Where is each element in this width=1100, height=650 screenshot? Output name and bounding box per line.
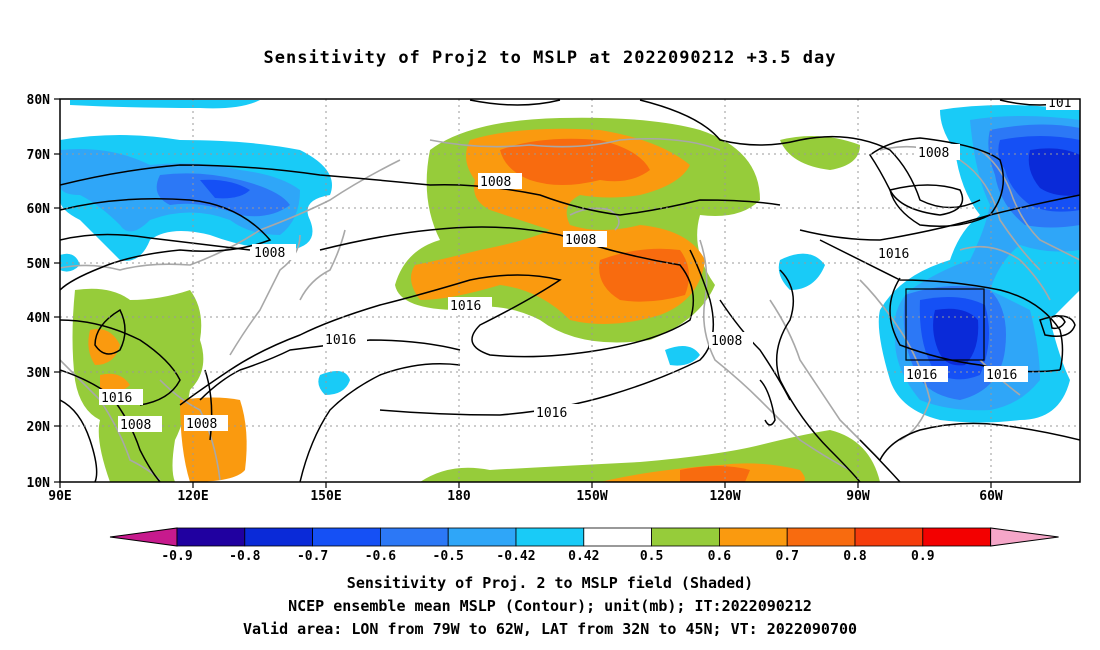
longitude-labels: 90E 120E 150E 180 150W 120W 90W 60W xyxy=(48,489,1003,504)
contour-label: 1008 xyxy=(711,334,742,349)
lat-label: 20N xyxy=(27,420,51,435)
caption-valid-area: Valid area: LON from 79W to 62W, LAT fro… xyxy=(242,620,858,638)
negative-shading-darkest xyxy=(933,148,1080,366)
colorbar-swatch xyxy=(447,527,517,547)
contour-label: 1016 xyxy=(906,368,937,383)
lon-label: 90E xyxy=(48,489,71,504)
colorbar xyxy=(109,527,1059,547)
colorbar-max-triangle xyxy=(990,527,1059,547)
contour-label: 101 xyxy=(1048,96,1071,111)
colorbar-tick-label: 0.6 xyxy=(708,549,732,564)
colorbar-swatch xyxy=(312,527,381,547)
colorbar-swatch xyxy=(583,527,652,547)
colorbar-tick-label: 0.7 xyxy=(775,549,798,564)
colorbar-swatch xyxy=(719,527,788,547)
colorbar-swatch xyxy=(379,527,449,547)
colorbar-swatch xyxy=(176,527,246,547)
colorbar-tick-label: 0.42 xyxy=(568,549,599,564)
lon-label: 120W xyxy=(709,489,740,504)
colorbar-swatch xyxy=(515,527,585,547)
colorbar-swatch xyxy=(922,527,991,547)
page-title: Sensitivity of Proj2 to MSLP at 20220902… xyxy=(263,48,837,68)
axis-ticks xyxy=(54,98,992,488)
lat-label: 70N xyxy=(27,148,51,163)
colorbar-swatch xyxy=(854,527,924,547)
contour-label: 1008 xyxy=(254,246,285,261)
lat-label: 10N xyxy=(27,476,51,491)
contour-label: 1008 xyxy=(480,175,511,190)
lat-label: 30N xyxy=(27,366,51,381)
colorbar-tick-label: -0.42 xyxy=(496,549,535,564)
contour-label: 1008 xyxy=(120,418,151,433)
colorbar-tick-label: -0.8 xyxy=(229,549,260,564)
colorbar-tick-label: 0.5 xyxy=(640,549,663,564)
lat-label: 50N xyxy=(27,257,51,272)
colorbar-tick-label: -0.9 xyxy=(161,549,192,564)
colorbar-swatch xyxy=(786,527,856,547)
lon-label: 150E xyxy=(310,489,341,504)
lon-label: 60W xyxy=(979,489,1003,504)
colorbar-tick-label: -0.7 xyxy=(297,549,328,564)
contour-label: 1016 xyxy=(878,247,909,262)
caption-shaded: Sensitivity of Proj. 2 to MSLP field (Sh… xyxy=(346,574,754,592)
contour-label: 1016 xyxy=(536,406,567,421)
valid-area-box xyxy=(905,288,985,361)
colorbar-tick-label: -0.6 xyxy=(365,549,396,564)
contour-label: 1016 xyxy=(986,368,1017,383)
colorbar-tick-label: -0.5 xyxy=(433,549,464,564)
contour-label: 1016 xyxy=(450,299,481,314)
colorbar-swatch xyxy=(651,527,720,547)
map-frame xyxy=(59,98,1081,483)
lon-label: 150W xyxy=(576,489,607,504)
latitude-labels: 80N 70N 60N 50N 40N 30N 20N 10N xyxy=(27,93,51,491)
colorbar-swatch xyxy=(244,527,314,547)
lon-label: 180 xyxy=(447,489,471,504)
contour-label: 1008 xyxy=(918,146,949,161)
contour-label: 1008 xyxy=(186,417,217,432)
lat-label: 40N xyxy=(27,311,51,326)
lat-label: 60N xyxy=(27,202,51,217)
colorbar-min-triangle xyxy=(109,527,178,547)
lon-label: 120E xyxy=(177,489,208,504)
lat-label: 80N xyxy=(27,93,51,108)
mslp-contours xyxy=(60,99,1080,482)
contour-labels: 1008 1008 1008 1008 1008 1008 1008 1016 … xyxy=(99,96,1080,433)
lon-label: 90W xyxy=(846,489,870,504)
coastlines xyxy=(60,137,1080,481)
caption-contour: NCEP ensemble mean MSLP (Contour); unit(… xyxy=(288,597,812,615)
colorbar-tick-label: 0.8 xyxy=(843,549,867,564)
contour-label: 1008 xyxy=(565,233,596,248)
contour-label: 1016 xyxy=(101,391,132,406)
contour-label: 1016 xyxy=(325,333,356,348)
colorbar-tick-label: 0.9 xyxy=(911,549,934,564)
colorbar-labels: -0.9 -0.8 -0.7 -0.6 -0.5 -0.42 0.42 0.5 0.6 0.7 0.… xyxy=(161,549,934,564)
